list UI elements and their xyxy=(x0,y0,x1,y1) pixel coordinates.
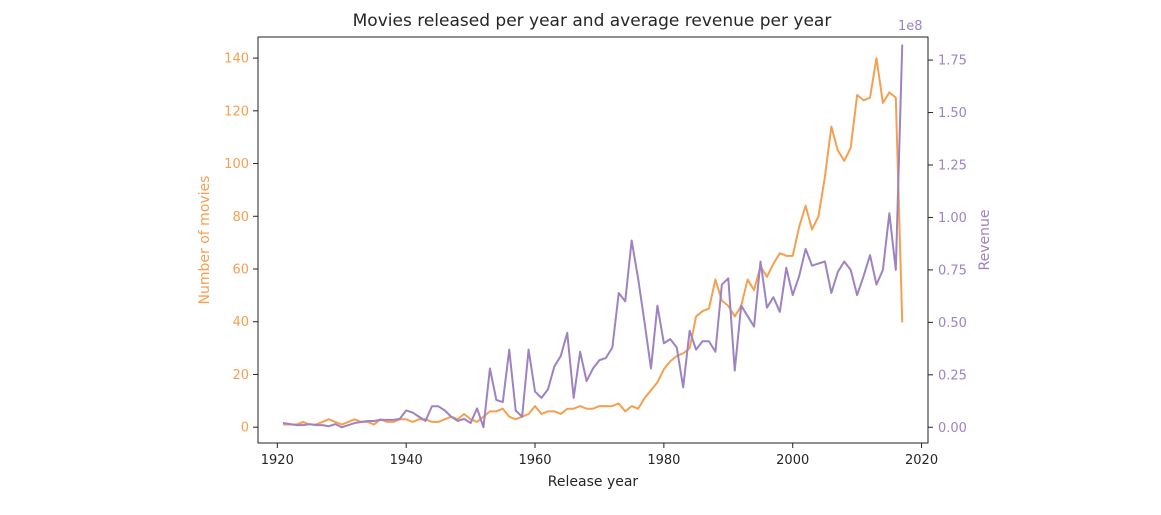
y-right-tick-label: 0.75 xyxy=(938,263,967,278)
y-left-tick-label: 40 xyxy=(232,315,249,330)
x-tick-label: 1980 xyxy=(647,453,680,468)
y-left-tick-label: 100 xyxy=(224,157,249,172)
x-tick-label: 2020 xyxy=(905,453,938,468)
y-left-tick-label: 80 xyxy=(232,210,249,225)
x-tick-label: 1940 xyxy=(390,453,423,468)
y-left-tick-label: 0 xyxy=(241,421,249,436)
y-left-tick-label: 60 xyxy=(232,263,249,278)
y-right-axis-title: Revenue xyxy=(977,210,993,271)
series-layer xyxy=(282,44,904,429)
right-axis-offset-text: 1e8 xyxy=(898,19,923,34)
x-axis-title: Release year xyxy=(548,474,639,490)
chart-title: Movies released per year and average rev… xyxy=(353,11,832,31)
y-left-tick-label: 20 xyxy=(232,368,249,383)
plot-frame xyxy=(257,36,929,444)
y-right-tick-label: 1.50 xyxy=(938,106,967,121)
y-right-tick-label: 0.00 xyxy=(938,421,967,436)
x-tick-label: 2000 xyxy=(776,453,809,468)
y-right-tick-label: 0.50 xyxy=(938,316,967,331)
y-right-tick-label: 0.25 xyxy=(938,368,967,383)
y-right-tick-label: 1.00 xyxy=(938,211,967,226)
y-left-tick-label: 140 xyxy=(224,52,249,67)
y-right-tick-label: 1.25 xyxy=(938,158,967,173)
y-left-tick-label: 120 xyxy=(224,104,249,119)
y-left-axis-title: Number of movies xyxy=(197,176,213,305)
revenue-series-line xyxy=(282,44,904,429)
tick-layer: 1920 1940 1960 1980 2000 2020 0 20 40 60 80 100 120 1… xyxy=(224,52,967,468)
movie-count-series-line xyxy=(282,57,904,426)
x-tick-label: 1920 xyxy=(261,453,294,468)
x-tick-label: 1960 xyxy=(518,453,551,468)
y-right-tick-label: 1.75 xyxy=(938,54,967,69)
